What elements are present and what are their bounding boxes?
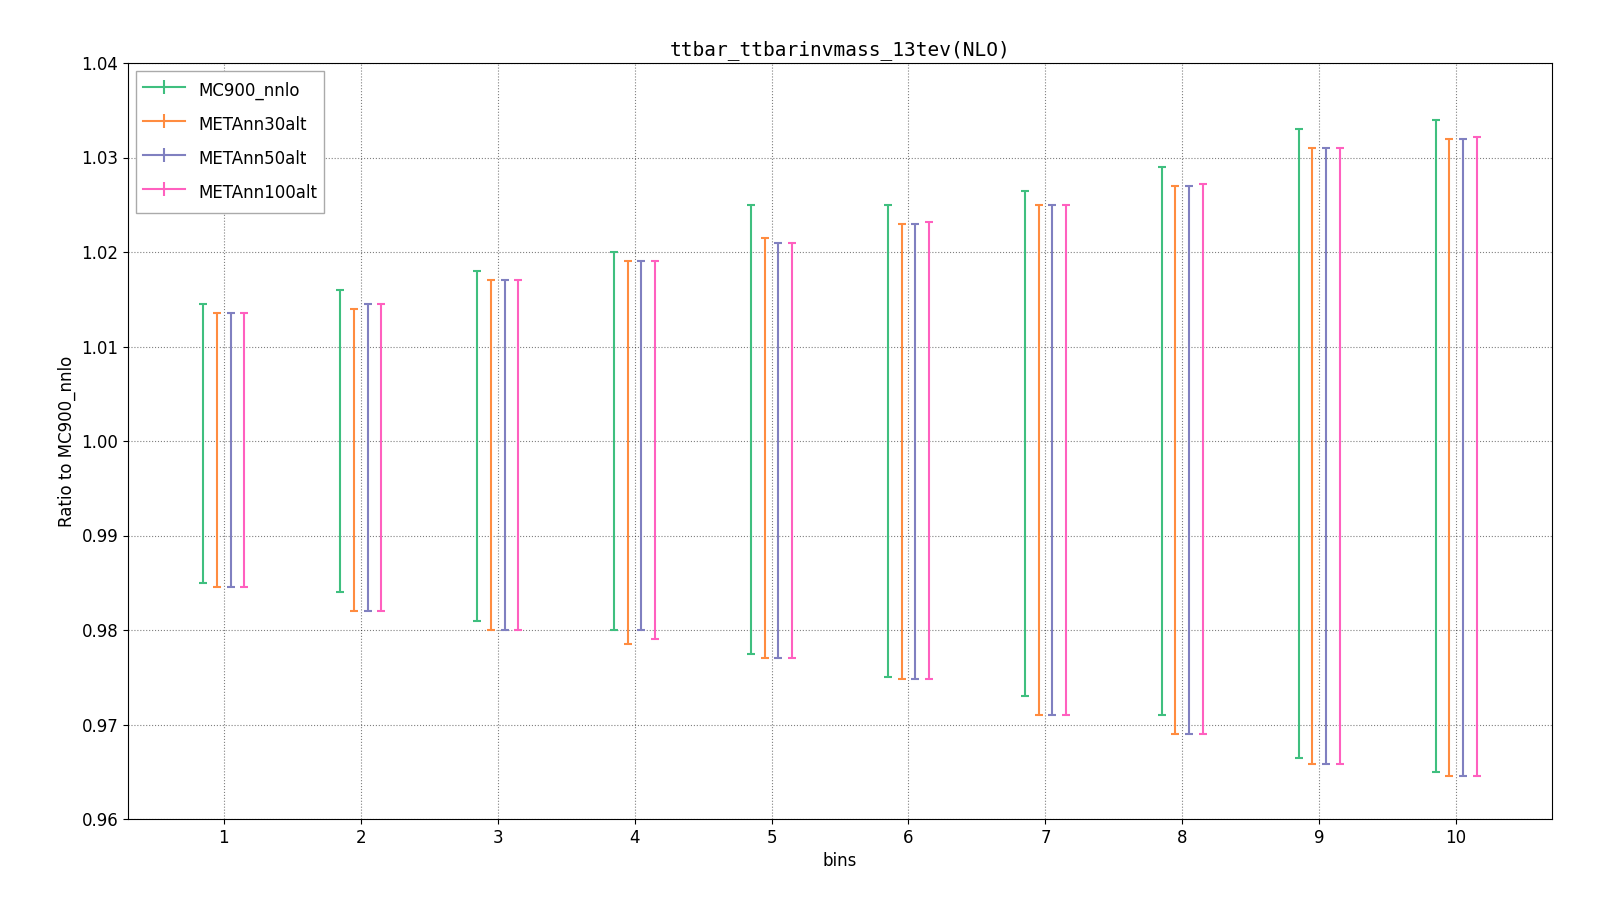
Y-axis label: Ratio to MC900_nnlo: Ratio to MC900_nnlo xyxy=(58,356,75,526)
Legend: MC900_nnlo, METAnn30alt, METAnn50alt, METAnn100alt: MC900_nnlo, METAnn30alt, METAnn50alt, ME… xyxy=(136,71,323,212)
Title: ttbar_ttbarinvmass_13tev(NLO): ttbar_ttbarinvmass_13tev(NLO) xyxy=(670,40,1010,59)
X-axis label: bins: bins xyxy=(822,852,858,870)
